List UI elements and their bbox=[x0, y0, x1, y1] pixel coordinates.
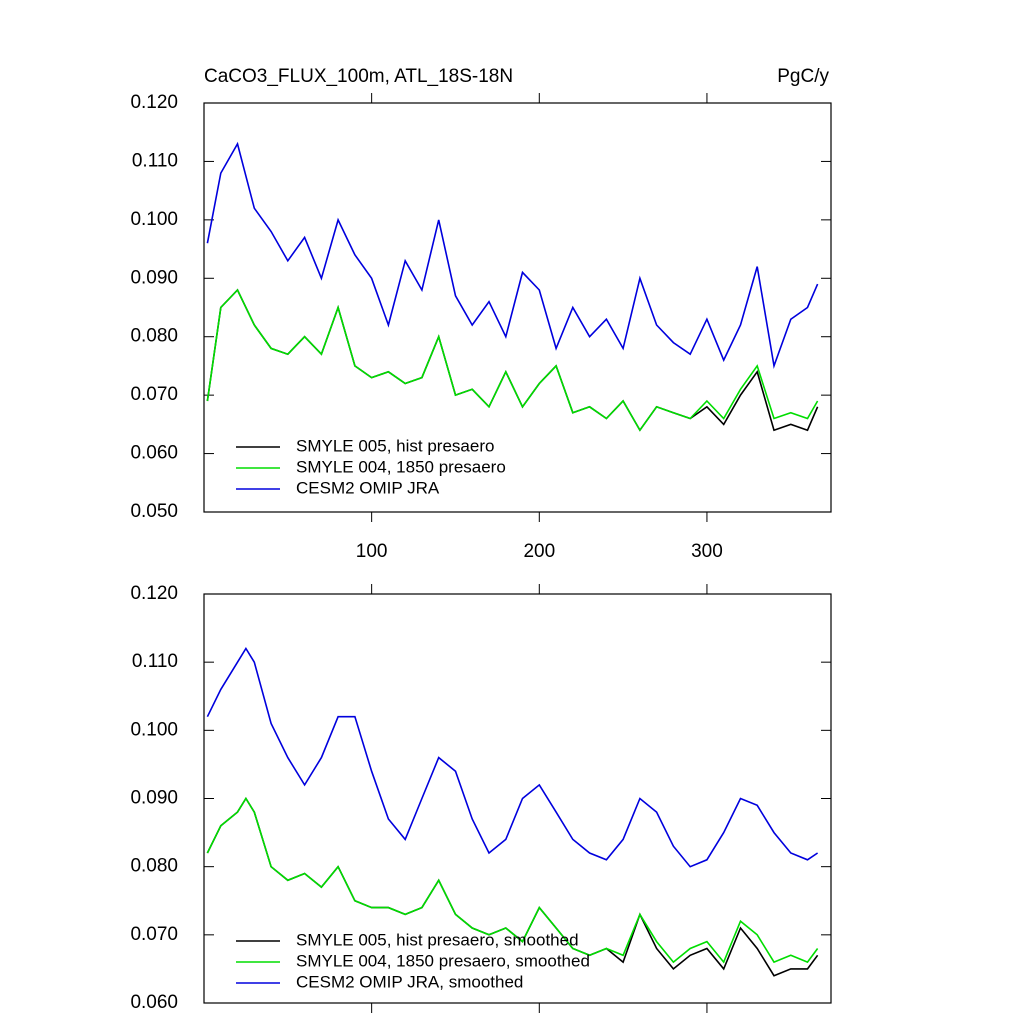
series-line bbox=[206, 796, 819, 964]
legend-label: SMYLE 004, 1850 presaero bbox=[296, 457, 506, 476]
series-line bbox=[206, 141, 819, 370]
x-tick-label: 300 bbox=[691, 541, 723, 562]
legend-label: SMYLE 005, hist presaero, smoothed bbox=[296, 930, 579, 949]
y-tick-label: 0.100 bbox=[130, 719, 178, 740]
y-tick-label: 0.070 bbox=[130, 384, 178, 405]
legend-label: CESM2 OMIP JRA bbox=[296, 478, 440, 497]
y-tick-label: 0.110 bbox=[132, 651, 178, 672]
x-tick-label: 200 bbox=[523, 541, 555, 562]
series-line bbox=[206, 646, 819, 868]
legend-label: SMYLE 005, hist presaero bbox=[296, 436, 494, 455]
chart-title: CaCO3_FLUX_100m, ATL_18S-18N bbox=[204, 66, 513, 87]
y-tick-label: 0.090 bbox=[130, 267, 178, 288]
y-tick-label: 0.090 bbox=[130, 788, 178, 809]
x-tick-label: 100 bbox=[356, 541, 388, 562]
legend-label: CESM2 OMIP JRA, smoothed bbox=[296, 972, 523, 991]
y-tick-label: 0.110 bbox=[132, 150, 178, 171]
plot-frame bbox=[203, 102, 832, 513]
y-tick-label: 0.120 bbox=[130, 92, 178, 113]
y-tick-label: 0.060 bbox=[130, 992, 178, 1013]
y-tick-label: 0.050 bbox=[130, 501, 178, 522]
legend-label: SMYLE 004, 1850 presaero, smoothed bbox=[296, 951, 590, 970]
y-tick-label: 0.070 bbox=[130, 924, 178, 945]
y-tick-label: 0.080 bbox=[130, 326, 178, 347]
series-line bbox=[206, 288, 819, 432]
y-tick-label: 0.100 bbox=[130, 209, 178, 230]
y-tick-label: 0.060 bbox=[130, 443, 178, 464]
y-tick-label: 0.080 bbox=[130, 856, 178, 877]
y-tick-label: 0.120 bbox=[130, 583, 178, 604]
units-label: PgC/y bbox=[777, 66, 829, 87]
